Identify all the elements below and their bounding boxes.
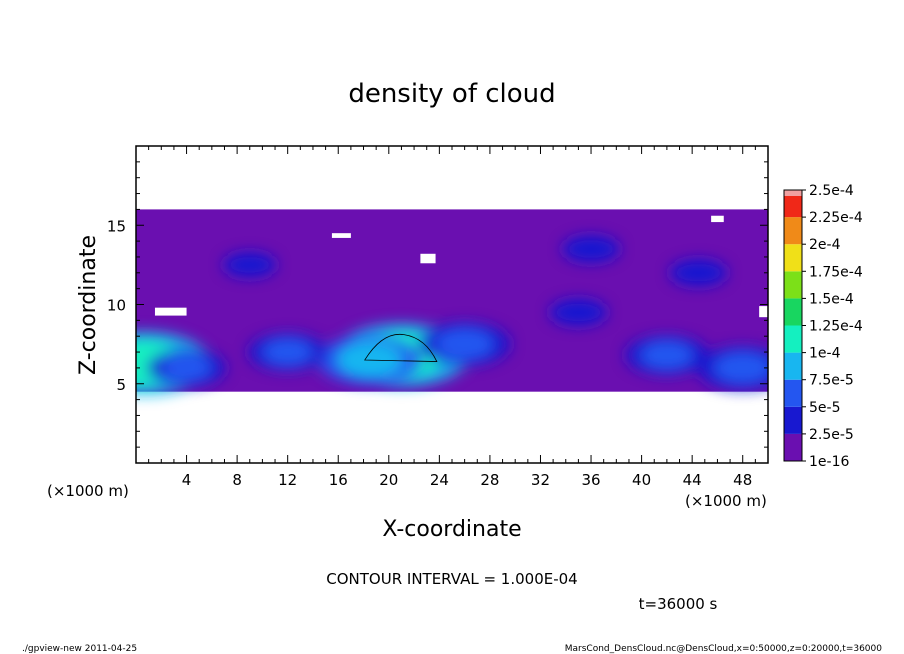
x-tick-label: 4: [182, 471, 192, 489]
colorbar-swatch: [784, 271, 802, 299]
colorbar-label: 7.5e-5: [809, 373, 854, 389]
y-tick-label: 10: [107, 297, 126, 315]
x-tick-label: 28: [480, 471, 499, 489]
colorbar-label: 1.25e-4: [809, 319, 863, 335]
missing-data-hole: [420, 253, 436, 264]
x-unit-left: (×1000 m): [47, 482, 129, 500]
colorbar-label: 1.75e-4: [809, 264, 863, 280]
colorbar-swatch: [784, 217, 802, 245]
colorbar-swatch: [784, 298, 802, 326]
x-tick-label: 40: [632, 471, 651, 489]
density-feature: [560, 302, 597, 323]
x-tick-label: 20: [379, 471, 398, 489]
x-unit-right: (×1000 m): [685, 492, 767, 510]
footer-left: ./gpview-new 2011-04-25: [22, 644, 137, 654]
colorbar-label: 1e-16: [809, 454, 849, 470]
colorbar-label: 1e-4: [809, 346, 841, 362]
colorbar-swatch: [784, 352, 802, 380]
density-feature: [233, 255, 267, 275]
time-label: t=36000 s: [639, 595, 718, 613]
x-tick-label: 12: [278, 471, 297, 489]
contour-line: [364, 333, 438, 362]
density-feature: [263, 338, 313, 366]
x-tick-label: 16: [329, 471, 348, 489]
colorbar-label: 5e-5: [809, 400, 840, 416]
colorbar-legend: 1e-16 2.5e-5 5e-5 7.5e-5 1e-4 1.25e-4 1.5e-4 1.…: [783, 183, 863, 470]
missing-data-hole: [331, 233, 351, 238]
colorbar-swatch: [784, 379, 802, 407]
colorbar-swatch-top: [784, 190, 802, 196]
missing-data-hole: [154, 307, 187, 316]
x-tick-label: 48: [733, 471, 752, 489]
density-feature: [640, 340, 693, 370]
density-feature: [714, 352, 768, 384]
colorbar-label: 1.5e-4: [809, 291, 854, 307]
footer-right: MarsCond_DensCloud.nc@DensCloud,x=0:5000…: [565, 644, 882, 654]
x-tick-label: 36: [581, 471, 600, 489]
colorbar-label: 2e-4: [809, 237, 841, 253]
density-feature: [161, 354, 212, 382]
contour-interval: CONTOUR INTERVAL = 1.000E-04: [326, 570, 577, 588]
density-feature: [435, 328, 494, 360]
y-tick-label: 5: [116, 376, 126, 394]
x-axis-label: X-coordinate: [382, 517, 521, 542]
missing-data-hole: [759, 306, 768, 318]
colorbar-label: 2.5e-4: [809, 183, 854, 199]
density-feature: [573, 239, 610, 259]
x-tick-label: 32: [531, 471, 550, 489]
y-axis: 5 10 15: [107, 161, 768, 448]
x-tick-label: 24: [430, 471, 449, 489]
density-feature: [680, 262, 717, 283]
colorbar-label: 2.5e-5: [809, 427, 854, 443]
colorbar-swatch: [784, 433, 802, 461]
colorbar-swatch: [784, 244, 802, 272]
density-field: [136, 209, 768, 395]
x-tick-label: 8: [232, 471, 242, 489]
missing-data-regions: [154, 215, 768, 318]
x-tick-label: 44: [683, 471, 702, 489]
colorbar-swatch: [784, 325, 802, 353]
plot-area: [136, 146, 768, 463]
y-axis-label: Z-coordinate: [76, 235, 101, 375]
colorbar-label: 2.25e-4: [809, 210, 863, 226]
chart-title: density of cloud: [348, 79, 555, 109]
colorbar-swatch: [784, 406, 802, 434]
x-axis: 4 8 12 16 20 24 28 32 36 40 44 48: [148, 146, 756, 489]
y-tick-label: 15: [107, 217, 126, 235]
colorbar-swatch: [784, 190, 802, 218]
missing-data-hole: [711, 215, 724, 223]
